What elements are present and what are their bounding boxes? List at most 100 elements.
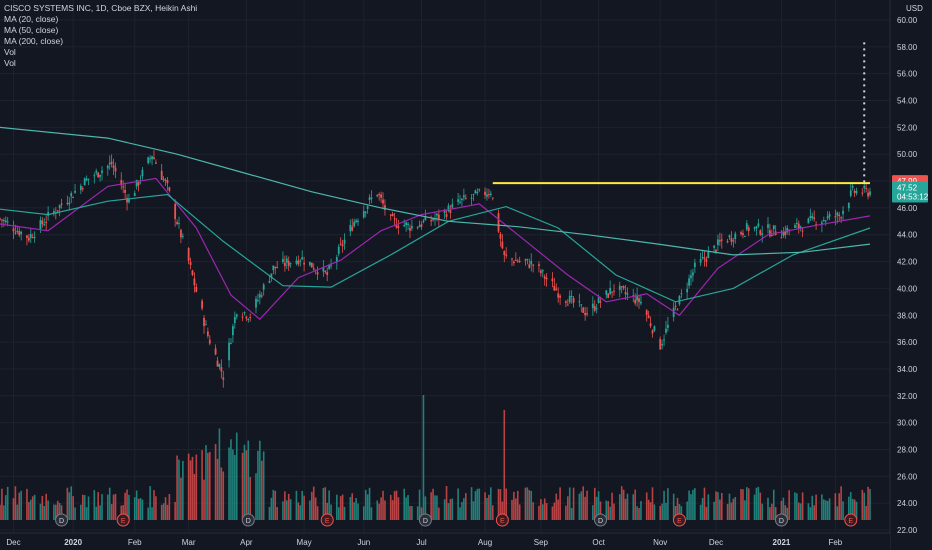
candle-body — [272, 265, 275, 271]
volume-bar — [570, 507, 573, 520]
candle-body — [353, 221, 356, 227]
candle-body — [605, 290, 608, 295]
volume-bar — [730, 502, 733, 520]
candle-body — [634, 299, 637, 304]
volume-bar — [397, 497, 400, 520]
volume-bar — [343, 506, 346, 520]
candle-body — [43, 224, 46, 226]
y-tick-label: 26.00 — [897, 472, 918, 481]
volume-bar — [849, 492, 852, 520]
y-tick-label: 28.00 — [897, 445, 918, 454]
candle-body — [330, 265, 332, 267]
volume-bar — [524, 487, 527, 520]
candle-body — [174, 204, 177, 220]
y-tick-label: 34.00 — [897, 365, 918, 374]
candle-body — [258, 294, 261, 298]
volume-bar — [270, 497, 273, 520]
volume-bar — [297, 502, 300, 520]
volume-bar — [732, 498, 735, 520]
volume-bar — [780, 500, 783, 520]
candle-body — [786, 227, 789, 233]
volume-bar — [543, 498, 546, 520]
volume-bar — [43, 506, 46, 520]
candle-body — [809, 216, 812, 218]
candle-body — [513, 261, 515, 264]
volume-bar — [255, 473, 257, 520]
volume-bar — [330, 504, 332, 520]
volume-bar — [309, 500, 311, 520]
candle-body — [95, 170, 98, 173]
candle-body — [262, 284, 265, 290]
volume-bar — [813, 505, 815, 520]
volume-bar — [189, 460, 192, 520]
volume-bar — [459, 507, 461, 520]
ma-line-200 — [0, 126, 871, 256]
volume-bar — [599, 501, 602, 520]
volume-bar — [636, 506, 638, 520]
volume-bar — [772, 489, 775, 520]
candle-body — [322, 267, 325, 272]
legend-ma200[interactable]: MA (200, close) — [4, 36, 64, 46]
candle-body — [260, 295, 263, 297]
candle-body — [366, 206, 369, 209]
candle-body — [661, 344, 664, 346]
candle-body — [391, 213, 394, 217]
volume-bar — [842, 501, 844, 520]
earnings-marker — [320, 513, 334, 527]
legend-ma50[interactable]: MA (50, close) — [4, 25, 59, 35]
legend-vol-1[interactable]: Vol — [4, 47, 16, 57]
candle-body — [235, 314, 238, 317]
volume-bar — [663, 490, 665, 520]
candle-body — [27, 237, 30, 241]
candle-body — [299, 260, 302, 262]
candle-body — [645, 310, 648, 315]
candle-body — [241, 316, 244, 318]
candle-body — [613, 290, 615, 292]
volume-bar — [665, 502, 667, 520]
volume-bar — [769, 507, 771, 520]
candle-body — [666, 324, 669, 328]
volume-bar — [174, 501, 176, 520]
volume-bar — [26, 488, 28, 520]
candle-body — [203, 317, 205, 327]
candle-body — [826, 216, 829, 219]
volume-bar — [607, 501, 610, 520]
volume-bar — [651, 487, 654, 520]
volume-bar — [632, 494, 635, 520]
volume-bar — [203, 479, 205, 520]
volume-bar — [285, 500, 288, 520]
candle-body — [341, 244, 344, 247]
volume-bar — [584, 496, 586, 520]
volume-bar — [336, 494, 338, 520]
volume-bar — [690, 494, 692, 520]
volume-bar — [187, 453, 190, 520]
volume-bar — [821, 494, 823, 520]
volume-bar — [101, 494, 103, 520]
volume-bar — [746, 487, 748, 520]
legend-ma20[interactable]: MA (20, close) — [4, 14, 59, 24]
volume-bar — [160, 504, 163, 520]
candle-body — [81, 188, 84, 190]
legend-symbol[interactable]: CISCO SYSTEMS INC, 1D, Cboe BZX, Heikin … — [4, 3, 198, 13]
candle-body — [164, 179, 167, 181]
candle-body — [676, 309, 679, 311]
candle-body — [310, 262, 313, 268]
candle-body — [780, 237, 783, 239]
candle-body — [813, 217, 816, 220]
volume-bar — [678, 504, 681, 520]
candle-body — [838, 214, 841, 217]
volume-bar — [516, 490, 519, 520]
candle-body — [308, 261, 311, 266]
legend-vol-2[interactable]: Vol — [4, 58, 16, 68]
y-tick-label: 24.00 — [897, 499, 918, 508]
x-tick-label: May — [297, 538, 312, 547]
candle-body — [282, 258, 284, 263]
candle-body — [863, 185, 866, 189]
volume-bar — [155, 496, 157, 520]
candle-body — [208, 339, 211, 344]
volume-bar — [582, 486, 585, 520]
candle-body — [58, 205, 61, 209]
volume-bar — [6, 486, 9, 520]
volume-bar — [701, 497, 704, 520]
